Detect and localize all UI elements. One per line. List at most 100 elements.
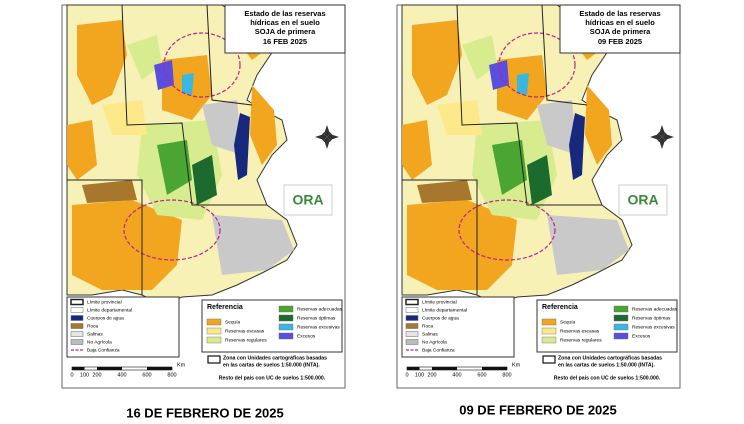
zone-note: en las cartas de suelos 1:50.000 (INTA). <box>223 362 320 368</box>
scale-unit: Km <box>512 362 521 368</box>
reference-label: Reservas óptimas <box>632 315 671 321</box>
reference-box <box>201 299 343 353</box>
reference-swatch <box>613 332 629 340</box>
legend-swatch <box>405 307 419 313</box>
map-date: 16 FEB 2025 <box>263 37 307 46</box>
reference-label: Reservas escasas <box>225 328 265 334</box>
map-title: SOJA de primera <box>255 27 316 36</box>
reference-label: Sequía <box>560 319 576 325</box>
caption: 16 DE FEBRERO DE 2025 <box>126 405 284 420</box>
scale-label: 600 <box>142 372 151 378</box>
reference-swatch <box>541 318 557 326</box>
zone-note: en las cartas de suelos 1:50.000 (INTA). <box>558 362 655 368</box>
reference-swatch <box>613 323 629 331</box>
zone-swatch <box>542 355 556 364</box>
scale-bar <box>482 367 507 370</box>
reference-swatch <box>278 314 294 322</box>
legend-label: Cuerpos de agua <box>87 315 124 321</box>
logo: ORA <box>292 192 323 208</box>
scale-bar <box>97 367 122 370</box>
legend-label: Salinas <box>422 331 438 337</box>
legend-label: Roca <box>422 323 434 329</box>
legend-swatch <box>405 323 419 329</box>
reference-swatch <box>541 336 557 344</box>
legend-label: Límite provincial <box>422 299 457 305</box>
reference-swatch <box>613 305 629 313</box>
reference-label: Sequía <box>225 319 241 325</box>
legend-box <box>401 296 515 358</box>
scale-bar <box>407 367 420 370</box>
scale-bar <box>432 367 457 370</box>
scale-bar <box>147 367 172 370</box>
reference-title: Referencia <box>207 304 243 311</box>
scale-label: 100 <box>415 372 424 378</box>
legend-label: Límite departamental <box>422 307 467 313</box>
map-title: hídricas en el suelo <box>250 18 320 27</box>
legend-swatch <box>70 339 84 345</box>
reference-label: Reservas adecuadas <box>632 306 678 312</box>
legend-label: Límite provincial <box>87 299 122 305</box>
title-box <box>224 4 346 54</box>
logo: ORA <box>627 192 658 208</box>
map-date: 09 FEB 2025 <box>598 37 642 46</box>
scale-label: 200 <box>427 372 436 378</box>
legend-label: Límite departamental <box>87 307 132 313</box>
rest-note: Resto del país con UC de suelos 1:500.00… <box>219 375 326 381</box>
reference-swatch <box>206 327 222 335</box>
map-title: SOJA de primera <box>590 27 651 36</box>
legend-label: Salinas <box>87 331 103 337</box>
legend-swatch <box>70 307 84 313</box>
legend-swatch <box>405 331 419 337</box>
scale-label: 600 <box>477 372 486 378</box>
legend-label: No Agrícola <box>87 339 112 345</box>
legend-swatch <box>70 323 84 329</box>
zone-note: Zona con Unidades cartográficas basadas <box>558 355 662 361</box>
reference-label: Reservas regulares <box>225 337 267 343</box>
scale-label: 800 <box>167 372 176 378</box>
map-title: Estado de las reservas <box>244 9 325 18</box>
reference-swatch <box>206 336 222 344</box>
legend-label: No Agrícola <box>422 339 447 345</box>
reference-label: Reservas óptimas <box>297 315 336 321</box>
zone-swatch <box>207 355 221 364</box>
map-title: Estado de las reservas <box>579 9 660 18</box>
legend-label: Cuerpos de agua <box>422 315 459 321</box>
reference-label: Reservas excesivas <box>632 324 675 330</box>
scale-label: 400 <box>117 372 126 378</box>
reference-swatch <box>278 332 294 340</box>
rest-note: Resto del país con UC de suelos 1:500.00… <box>554 375 661 381</box>
reference-label: Reservas adecuadas <box>297 306 343 312</box>
reference-label: Reservas excesivas <box>297 324 340 330</box>
map-title: hídricas en el suelo <box>585 18 655 27</box>
scale-unit: Km <box>177 362 186 368</box>
reference-swatch <box>613 314 629 322</box>
legend-swatch <box>70 331 84 337</box>
scale-bar <box>72 367 85 370</box>
reference-swatch <box>206 318 222 326</box>
legend-label: Baja Confianza <box>87 347 120 353</box>
reference-swatch <box>278 305 294 313</box>
legend-box <box>66 296 180 358</box>
legend-swatch <box>70 315 84 321</box>
legend-swatch <box>405 298 419 306</box>
caption: 09 DE FEBRERO DE 2025 <box>459 402 617 417</box>
reference-swatch <box>541 327 557 335</box>
title-box <box>559 4 681 54</box>
scale-label: 800 <box>502 372 511 378</box>
reference-label: Excesos <box>632 333 651 339</box>
scale-label: 400 <box>452 372 461 378</box>
legend-swatch <box>405 339 419 345</box>
reference-title: Referencia <box>542 304 578 311</box>
scale-label: 0 <box>405 372 408 378</box>
legend-swatch <box>70 298 84 306</box>
scale-label: 100 <box>80 372 89 378</box>
scale-label: 0 <box>70 372 73 378</box>
legend-label: Baja Confianza <box>422 347 455 353</box>
reference-label: Reservas regulares <box>560 337 602 343</box>
reference-box <box>536 299 678 353</box>
legend-label: Roca <box>87 323 99 329</box>
legend-swatch <box>405 315 419 321</box>
